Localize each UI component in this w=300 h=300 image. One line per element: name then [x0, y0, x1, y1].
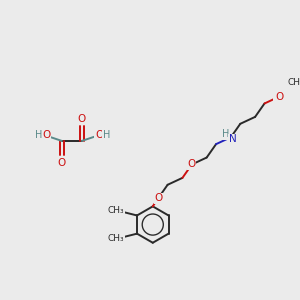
Text: CH₃: CH₃ — [108, 234, 124, 243]
Text: CH₃: CH₃ — [108, 206, 124, 215]
Text: O: O — [42, 130, 50, 140]
Text: H: H — [103, 130, 110, 140]
Text: O: O — [188, 160, 196, 170]
Text: H: H — [35, 130, 43, 140]
Text: CH₃: CH₃ — [288, 78, 300, 87]
Text: O: O — [154, 193, 162, 203]
Text: H: H — [222, 130, 229, 140]
Text: O: O — [78, 114, 86, 124]
Text: O: O — [58, 158, 66, 168]
Text: N: N — [229, 134, 237, 144]
Text: O: O — [95, 130, 103, 140]
Text: O: O — [275, 92, 284, 102]
